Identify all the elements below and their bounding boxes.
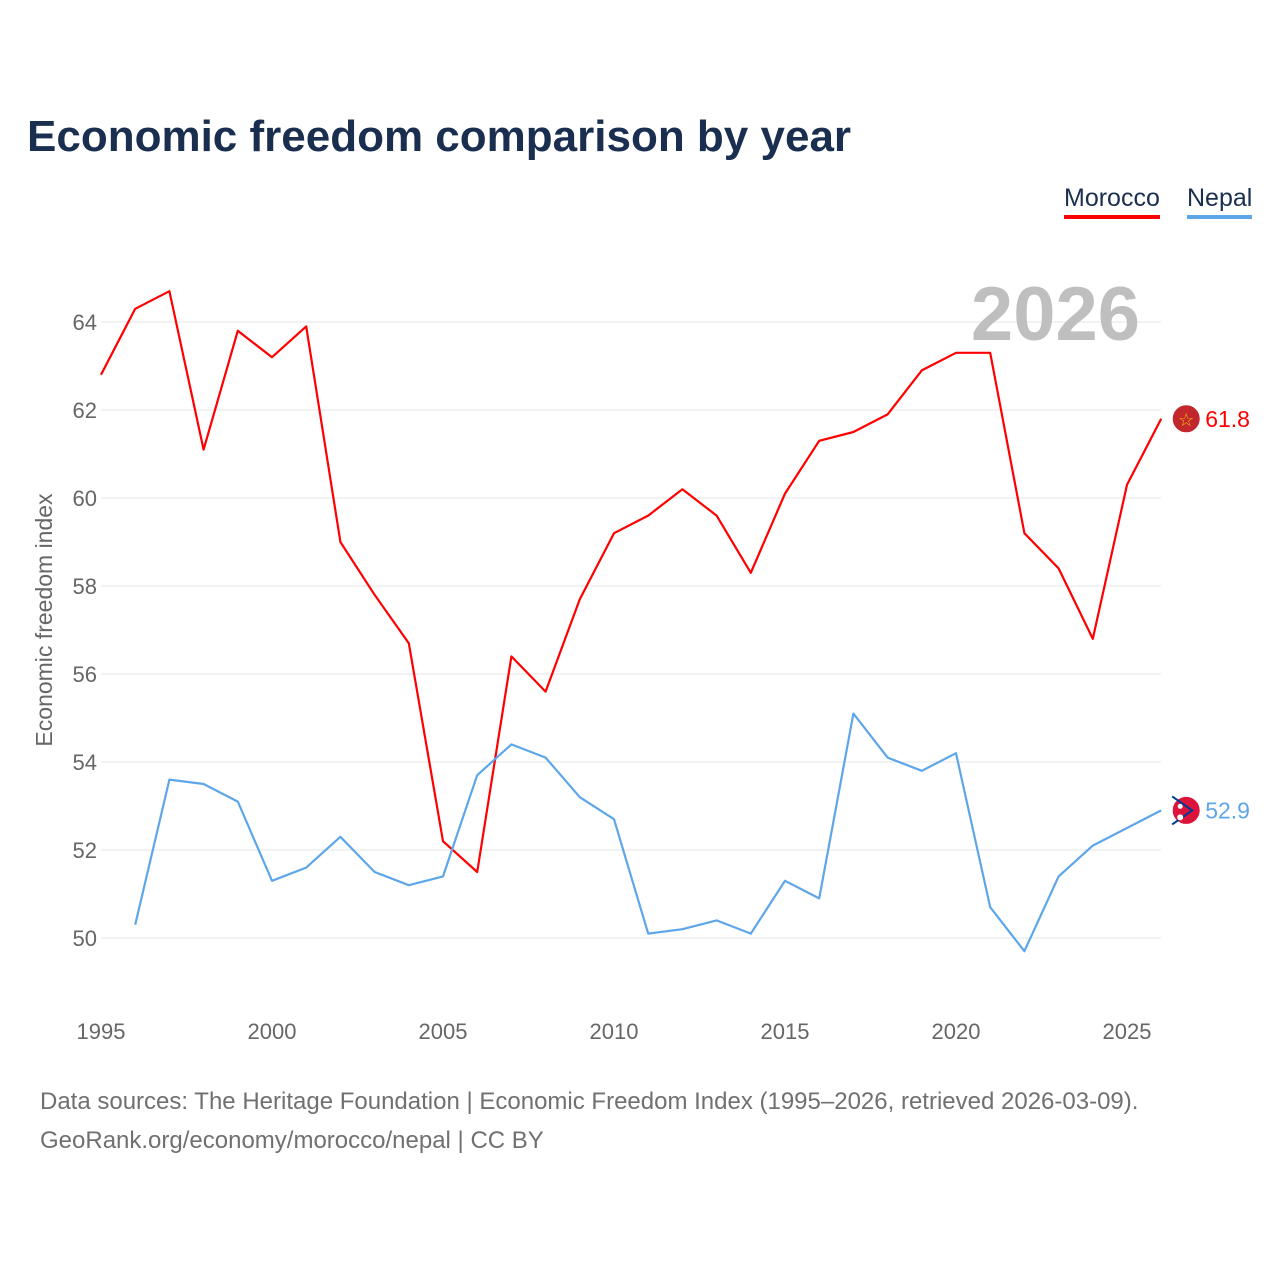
x-tick-label: 2010 [590, 1019, 639, 1044]
end-value-label-morocco: 61.8 [1205, 406, 1250, 432]
star-icon: ☆ [1178, 410, 1194, 430]
y-tick-label: 50 [73, 926, 97, 951]
x-tick-label: 2005 [419, 1019, 468, 1044]
source-text: Data sources: The Heritage Foundation | … [40, 1088, 1139, 1115]
x-tick-label: 1995 [77, 1019, 126, 1044]
series-line-morocco [100, 290, 1163, 874]
sun-icon [1177, 814, 1184, 821]
flag-morocco-icon [1171, 404, 1201, 434]
x-tick-label: 2015 [761, 1019, 810, 1044]
y-tick-label: 60 [73, 486, 97, 511]
flag-nepal-icon [1171, 795, 1201, 825]
y-tick-label: 54 [73, 750, 97, 775]
legend-morocco[interactable]: Morocco [1064, 184, 1160, 219]
end-value-label-nepal: 52.9 [1205, 797, 1250, 823]
series-line-nepal [134, 712, 1162, 953]
y-tick-label: 64 [73, 310, 97, 335]
y-axis-label: Economic freedom index [31, 493, 57, 747]
x-tick-label: 2000 [248, 1019, 297, 1044]
y-tick-label: 58 [73, 574, 97, 599]
x-tick-label: 2020 [932, 1019, 981, 1044]
y-tick-label: 56 [73, 662, 97, 687]
source-link[interactable]: GeoRank.org/economy/morocco/nepal | CC B… [40, 1127, 544, 1154]
moon-icon [1177, 803, 1183, 809]
y-tick-label: 52 [73, 838, 97, 863]
legend-nepal[interactable]: Nepal [1187, 184, 1253, 219]
chart-title: Economic freedom comparison by year [27, 112, 852, 161]
year-watermark: 2026 [971, 272, 1140, 357]
y-tick-label: 62 [73, 398, 97, 423]
x-tick-label: 2025 [1103, 1019, 1152, 1044]
